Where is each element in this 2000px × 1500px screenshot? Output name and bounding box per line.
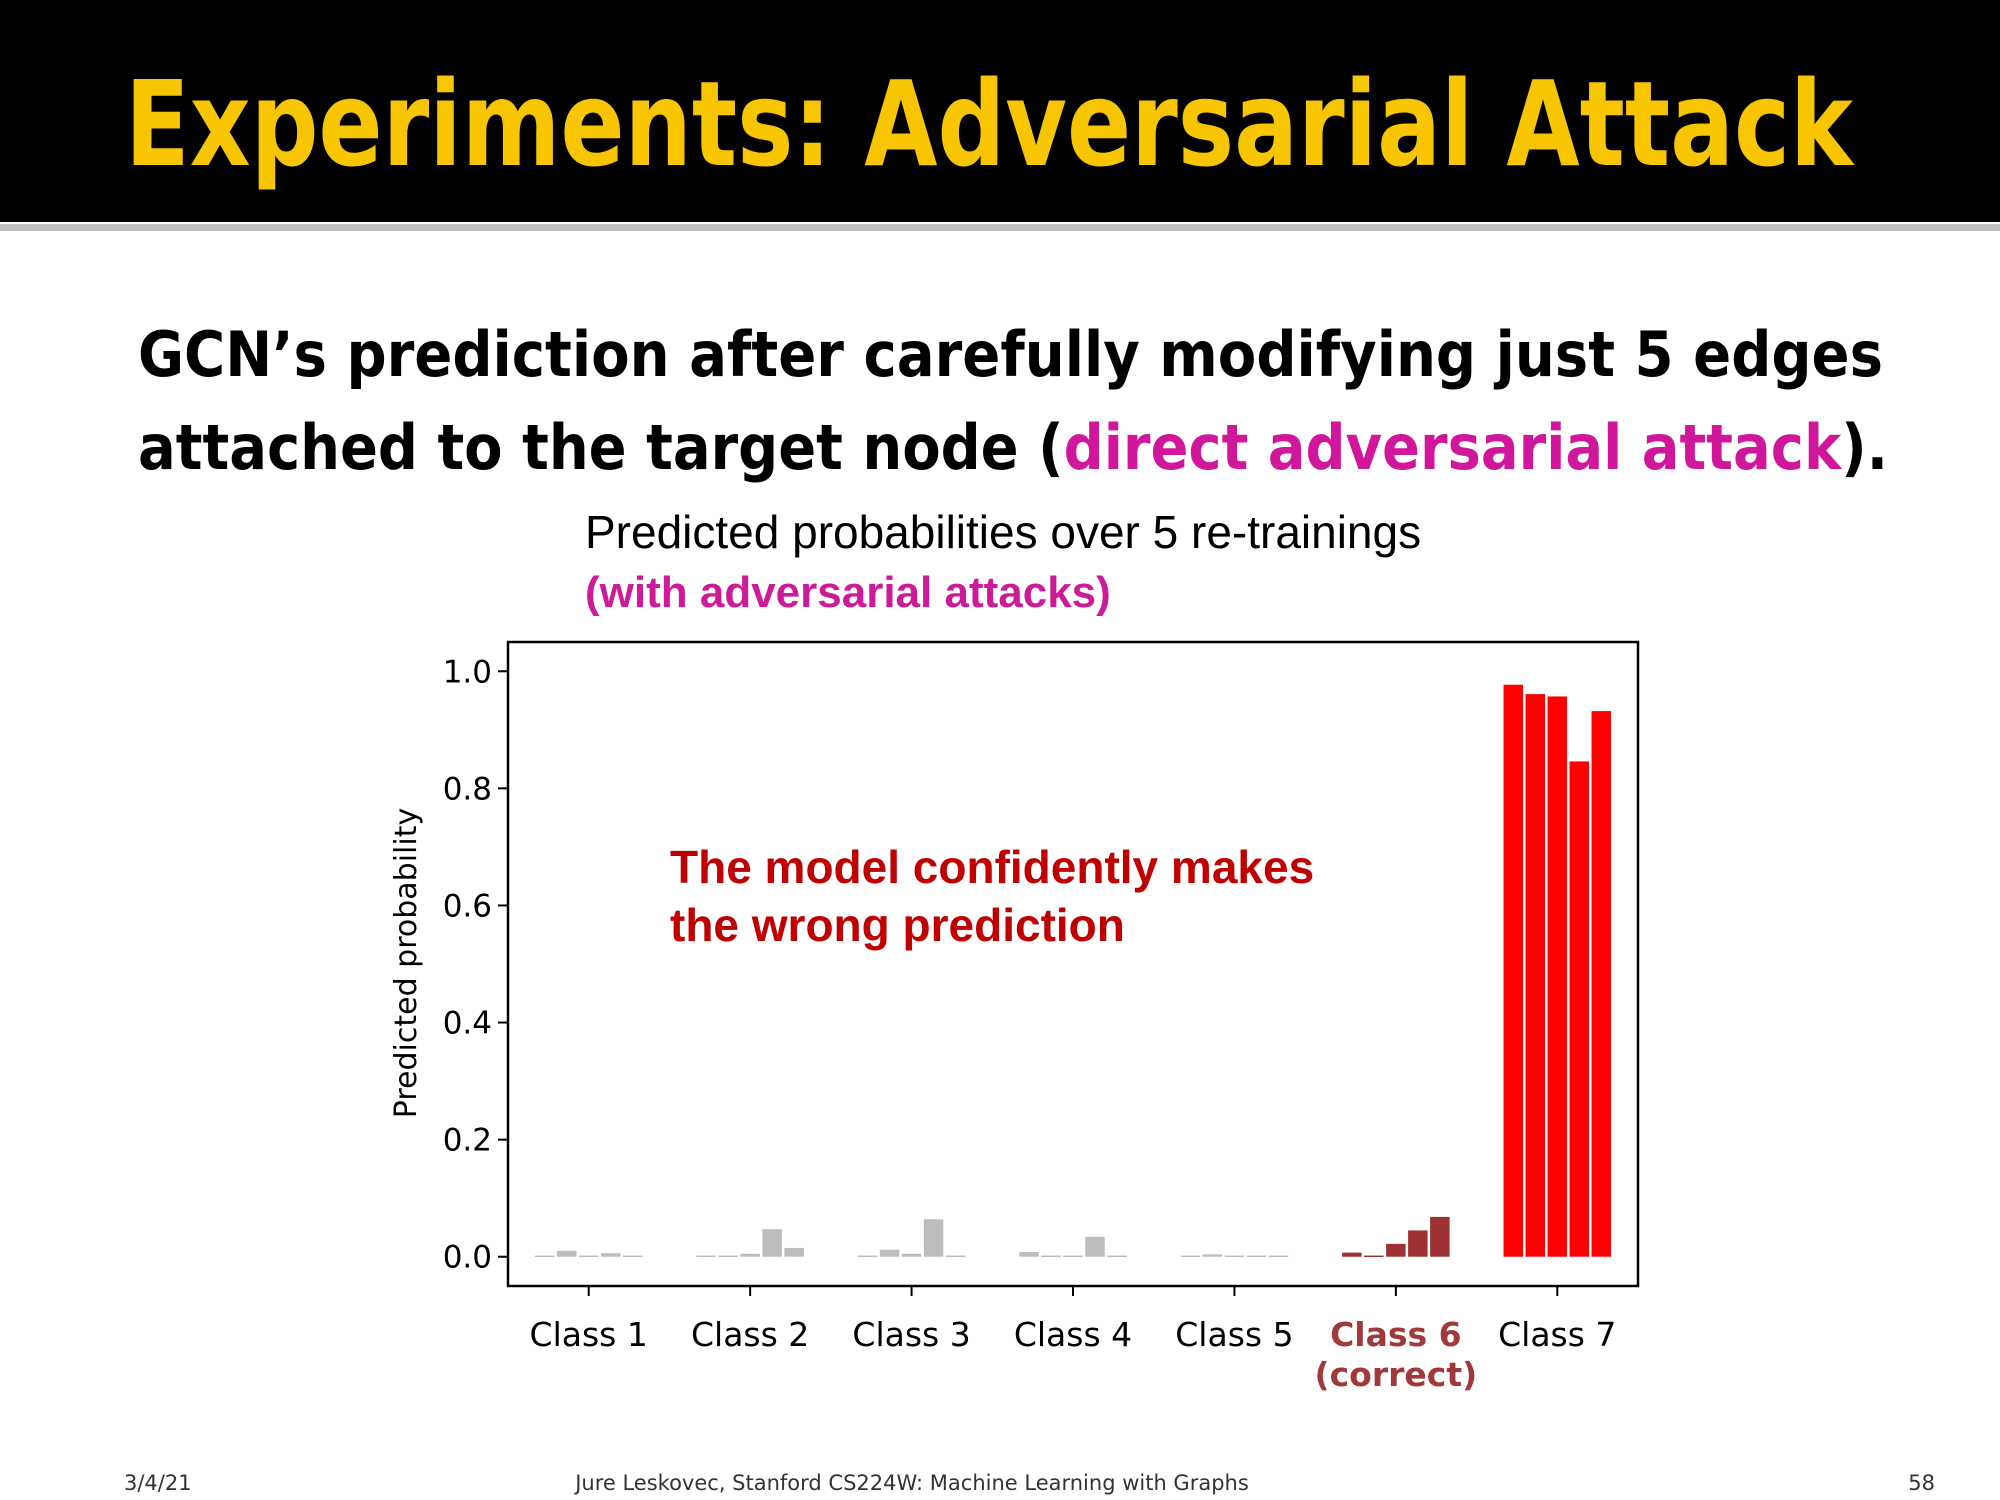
bar	[1085, 1236, 1105, 1257]
header-rule	[0, 224, 2000, 231]
footer-page: 58	[1908, 1471, 1935, 1495]
x-tick-label: Class 3	[852, 1315, 970, 1354]
bar	[901, 1253, 922, 1257]
footer-credit: Jure Leskovec, Stanford CS224W: Machine …	[573, 1471, 1249, 1495]
y-tick-label: 1.0	[443, 654, 492, 690]
bar	[696, 1255, 716, 1258]
bar	[784, 1247, 804, 1257]
bar	[1386, 1243, 1406, 1257]
bar	[622, 1255, 643, 1258]
bar	[1246, 1255, 1267, 1258]
chart-title: Predicted probabilities over 5 re-traini…	[585, 506, 1421, 558]
bar	[1525, 694, 1546, 1257]
bar	[1224, 1255, 1245, 1258]
annotation: The model confidently makes	[670, 841, 1314, 893]
heading-highlight: direct adversarial attack	[1064, 411, 1843, 484]
bar	[923, 1219, 944, 1257]
y-tick-label: 0.2	[443, 1123, 492, 1159]
y-tick-label: 0.0	[443, 1240, 492, 1276]
bar	[1041, 1255, 1061, 1258]
heading-line: attached to the target node (direct adve…	[138, 411, 1888, 484]
header-bar	[0, 0, 2000, 222]
bar	[1430, 1216, 1450, 1257]
y-tick-label: 0.6	[443, 888, 492, 924]
bar	[1364, 1255, 1384, 1258]
bar	[600, 1253, 621, 1257]
bar	[857, 1255, 878, 1258]
bar	[879, 1249, 900, 1257]
bar	[945, 1255, 966, 1258]
y-tick-label: 0.8	[443, 771, 492, 807]
bar	[1547, 696, 1568, 1257]
x-tick-label: Class 5	[1175, 1315, 1293, 1354]
x-tick-label: Class 4	[1014, 1315, 1132, 1354]
y-axis-label: Predicted probability	[389, 808, 424, 1118]
bar	[1268, 1255, 1289, 1258]
bar	[1063, 1255, 1083, 1258]
bar	[1408, 1230, 1428, 1257]
x-tick-note: (correct)	[1315, 1355, 1478, 1394]
x-tick-label: Class 1	[530, 1315, 648, 1354]
plot-frame	[506, 640, 1640, 1288]
bar	[556, 1250, 577, 1257]
annotation: the wrong prediction	[670, 899, 1125, 951]
x-tick-label: Class 2	[691, 1315, 809, 1354]
bar	[1503, 684, 1524, 1257]
y-tick-label: 0.4	[443, 1006, 492, 1042]
bar	[1019, 1252, 1039, 1257]
bar	[762, 1229, 782, 1257]
bar	[1107, 1255, 1127, 1258]
bar	[1569, 761, 1590, 1257]
chart-subtitle: (with adversarial attacks)	[585, 568, 1111, 617]
bar	[578, 1255, 599, 1258]
bar	[1591, 711, 1612, 1257]
bar	[740, 1253, 760, 1257]
bar	[1202, 1254, 1223, 1257]
x-tick-label: Class 6	[1330, 1315, 1462, 1354]
bar	[1180, 1255, 1201, 1258]
slide-title: Experiments: Adversarial Attack	[125, 55, 1855, 193]
footer-date: 3/4/21	[124, 1471, 192, 1495]
bar	[718, 1255, 738, 1258]
heading-line: GCN’s prediction after carefully modifyi…	[138, 318, 1883, 391]
heading-text: attached to the target node (	[138, 411, 1064, 484]
bar	[1342, 1252, 1362, 1257]
x-tick-label: Class 7	[1498, 1315, 1616, 1354]
heading-text: ).	[1841, 411, 1888, 484]
bar	[534, 1255, 555, 1258]
